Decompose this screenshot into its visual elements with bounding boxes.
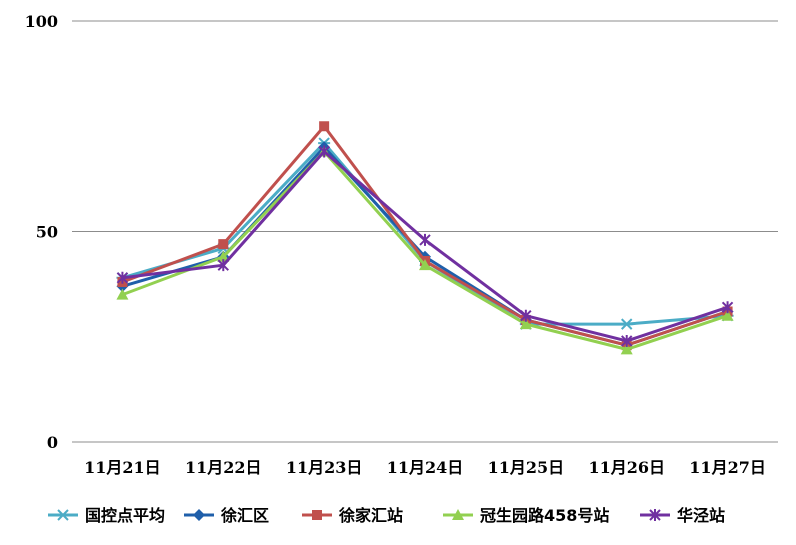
x-tick-label: 11月21日 xyxy=(84,458,161,477)
legend-swatch-marker xyxy=(57,509,69,521)
data-point xyxy=(721,301,734,314)
x-tick-label: 11月22日 xyxy=(185,458,262,477)
data-point xyxy=(621,334,633,347)
legend-swatch-marker xyxy=(312,510,322,520)
y-tick-label: 0 xyxy=(47,433,58,452)
data-point xyxy=(218,239,229,250)
x-tick-label: 11月23日 xyxy=(286,458,363,477)
legend-swatch-marker xyxy=(649,509,661,521)
legend-label: 华泾站 xyxy=(677,506,725,525)
x-tick-label: 11月25日 xyxy=(488,458,565,477)
series-2 xyxy=(116,141,734,352)
y-tick-label: 50 xyxy=(36,223,58,242)
data-point xyxy=(620,343,633,355)
data-point xyxy=(419,259,431,271)
x-tick-label: 11月26日 xyxy=(588,458,665,477)
x-tick-label: 11月27日 xyxy=(689,458,766,477)
legend-label: 冠生园路458号站 xyxy=(480,506,609,525)
series-5 xyxy=(116,145,734,347)
gridlines xyxy=(72,20,778,443)
y-axis-ticks: 0 50 100 xyxy=(25,12,58,452)
data-point xyxy=(116,288,129,300)
legend-item: 徐汇区 xyxy=(184,506,269,525)
data-point xyxy=(519,318,532,330)
legend-item: 国控点平均 xyxy=(48,506,165,525)
data-point xyxy=(318,145,330,158)
legend-label: 徐家汇站 xyxy=(338,506,403,525)
legend-label: 徐汇区 xyxy=(220,506,269,525)
data-point xyxy=(620,318,633,330)
data-point xyxy=(721,309,734,321)
legend-item: 冠生园路458号站 xyxy=(443,506,609,525)
data-point xyxy=(520,309,532,322)
series-line xyxy=(122,145,729,347)
series-group xyxy=(116,121,734,355)
legend: 国控点平均 徐汇区 徐家汇站 冠生园路458号站 华泾站 xyxy=(48,506,725,525)
series-1 xyxy=(116,137,734,330)
legend-item: 华泾站 xyxy=(640,506,725,525)
legend-swatch-marker xyxy=(193,509,205,521)
data-point xyxy=(217,250,230,262)
x-axis-ticks: 11月21日 11月22日 11月23日 11月24日 11月25日 11月26日 11月2… xyxy=(84,458,766,477)
data-point xyxy=(217,259,229,272)
series-line xyxy=(122,150,729,343)
data-point xyxy=(319,121,330,132)
legend-swatch-marker xyxy=(452,509,464,520)
legend-item: 徐家汇站 xyxy=(302,506,403,525)
y-tick-label: 100 xyxy=(25,12,58,31)
x-tick-label: 11月24日 xyxy=(387,458,464,477)
legend-label: 国控点平均 xyxy=(85,506,165,525)
data-point xyxy=(116,271,129,284)
data-point xyxy=(419,233,431,246)
series-line xyxy=(122,141,728,326)
